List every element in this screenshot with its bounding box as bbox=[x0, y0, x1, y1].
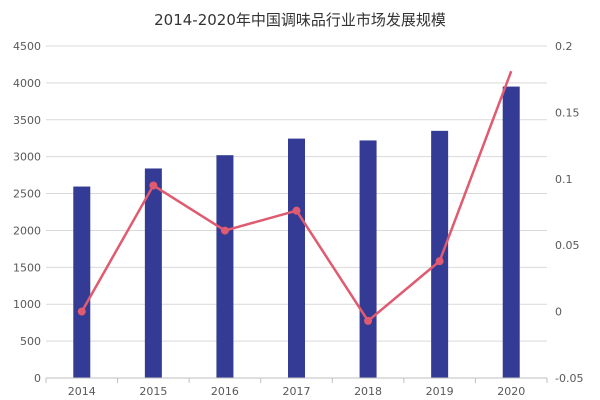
y-left-tick-label: 1500 bbox=[13, 261, 41, 274]
line-point bbox=[149, 181, 158, 190]
bar bbox=[431, 130, 449, 378]
y-right-tick-label: 0.05 bbox=[555, 239, 580, 252]
y-right-tick-label: -0.05 bbox=[555, 372, 583, 385]
bar bbox=[144, 168, 162, 378]
y-left-tick-label: 3000 bbox=[13, 151, 41, 164]
bar-series bbox=[73, 86, 520, 379]
line-series bbox=[77, 70, 513, 325]
x-tick-label: 2018 bbox=[354, 385, 382, 398]
line-point bbox=[435, 257, 444, 266]
y-left-tick-label: 0 bbox=[34, 372, 41, 385]
x-tick-label: 2019 bbox=[426, 385, 454, 398]
bar bbox=[359, 140, 377, 378]
y-left-tick-label: 1000 bbox=[13, 298, 41, 311]
y-left-tick-label: 2500 bbox=[13, 188, 41, 201]
bar bbox=[502, 86, 520, 379]
line-point bbox=[77, 307, 86, 316]
y-right-tick-label: 0.15 bbox=[555, 106, 580, 119]
axes bbox=[45, 377, 548, 383]
x-tick-label: 2014 bbox=[68, 385, 96, 398]
bar bbox=[73, 186, 91, 378]
x-tick-label: 2015 bbox=[139, 385, 167, 398]
y-right-tick-label: 0 bbox=[555, 306, 562, 319]
y-left-tick-label: 500 bbox=[20, 335, 41, 348]
x-tick-label: 2020 bbox=[497, 385, 525, 398]
chart-title: 2014-2020年中国调味品行业市场发展规模 bbox=[154, 11, 446, 29]
y-right-tick-label: 0.2 bbox=[555, 40, 573, 53]
line-point bbox=[364, 316, 373, 325]
x-tick-label: 2017 bbox=[283, 385, 311, 398]
line-point bbox=[220, 226, 229, 235]
x-tick-label: 2016 bbox=[211, 385, 239, 398]
y-left-tick-label: 2000 bbox=[13, 224, 41, 237]
y-left-tick-label: 4500 bbox=[13, 40, 41, 53]
bar bbox=[288, 138, 305, 378]
y-left-tick-label: 4000 bbox=[13, 77, 41, 90]
y-left-tick-label: 3500 bbox=[13, 114, 41, 127]
y-right-tick-label: 0.1 bbox=[555, 173, 573, 186]
bar bbox=[216, 155, 234, 378]
tick-labels: 0 500 1000 1500 2000 2500 3000 3500 4000 4500 -0.0… bbox=[13, 40, 583, 398]
line-point bbox=[292, 206, 301, 215]
